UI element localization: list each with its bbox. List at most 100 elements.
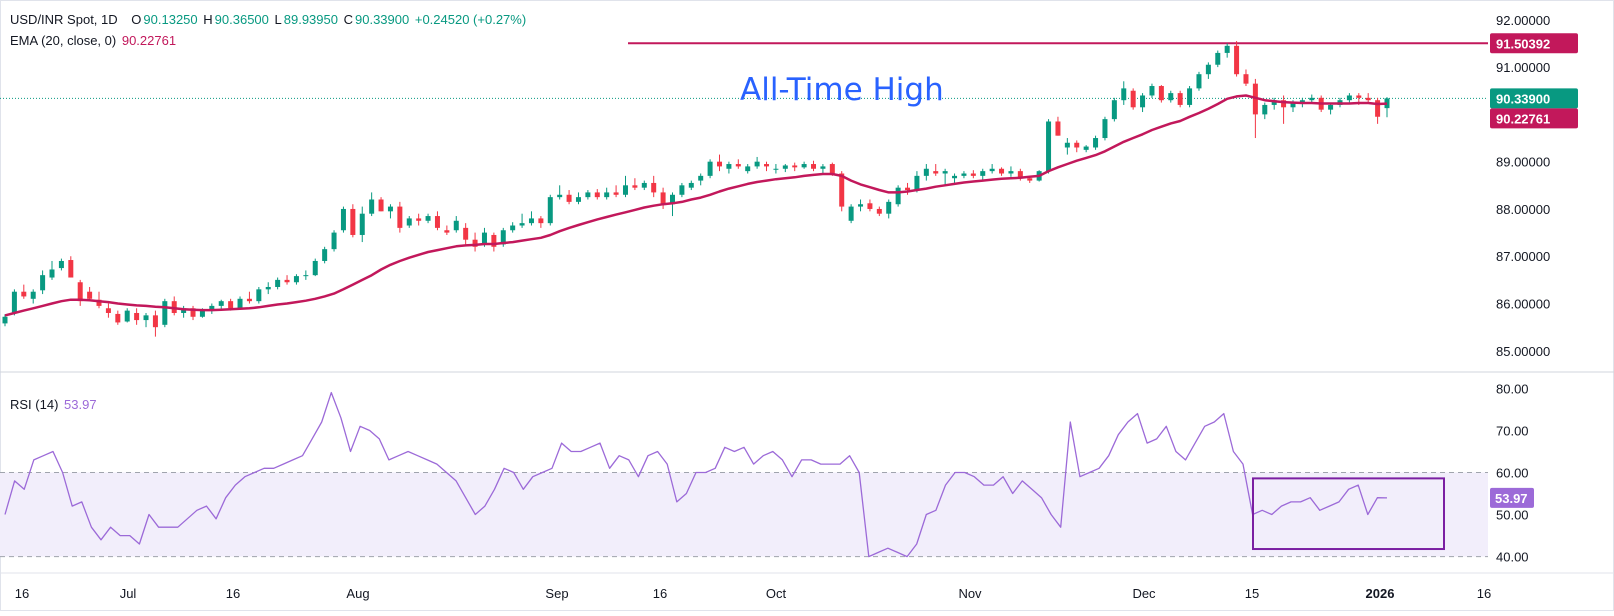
candle-body <box>256 289 262 302</box>
candle-body <box>792 165 798 168</box>
change-value: +0.24520 (+0.27%) <box>414 12 527 27</box>
candle-body <box>876 208 882 214</box>
rsi-tick-label: 50.00 <box>1496 508 1529 523</box>
candle-body <box>641 182 647 188</box>
rsi-line <box>4 391 1388 558</box>
low-label: L <box>274 12 282 27</box>
open-value: 90.13250 <box>143 12 198 27</box>
price-tick-label: 89.00000 <box>1496 155 1550 170</box>
candle-body <box>77 282 83 302</box>
candle-body <box>58 260 64 269</box>
candle-body <box>96 299 102 306</box>
time-tick-label: 2026 <box>1366 586 1395 601</box>
candle-body <box>820 166 826 169</box>
candle-body <box>237 298 243 309</box>
candle-body <box>387 206 393 212</box>
candle-body <box>999 168 1005 174</box>
candle-body <box>312 260 318 276</box>
time-tick-label: 15 <box>1245 586 1259 601</box>
time-tick-label: 16 <box>1477 586 1491 601</box>
candle-body <box>406 218 412 226</box>
candle-body <box>989 168 995 172</box>
candle-body <box>481 232 487 245</box>
time-tick-label: 16 <box>653 586 667 601</box>
candle-body <box>49 269 55 278</box>
rsi-tick-label: 40.00 <box>1496 550 1529 565</box>
candle-body <box>1027 178 1033 181</box>
candle-body <box>11 291 17 313</box>
candle-body <box>669 194 675 205</box>
candle-body <box>660 192 666 205</box>
candle-body <box>895 187 901 205</box>
candle-body <box>839 173 845 207</box>
candle-body <box>1271 100 1277 105</box>
rsi-label[interactable]: RSI (14) <box>10 397 59 412</box>
rsi-band <box>0 472 1488 557</box>
candle-body <box>463 227 469 240</box>
candle-body <box>1158 86 1164 101</box>
candle-body <box>848 206 854 221</box>
candle-body <box>350 208 356 235</box>
candle-body <box>21 291 27 297</box>
candle-body <box>500 230 506 245</box>
candle-body <box>1281 100 1287 108</box>
close-value: 90.33900 <box>355 12 410 27</box>
candle-body <box>613 192 619 195</box>
candle-body <box>566 194 572 202</box>
candle-body <box>143 315 149 321</box>
candle-body <box>905 187 911 191</box>
symbol-name[interactable]: USD/INR Spot, 1D <box>10 12 118 27</box>
candle-body <box>679 185 685 195</box>
candle-body <box>707 161 713 176</box>
candle-body <box>199 310 205 317</box>
candle-body <box>1093 138 1099 148</box>
candle-body <box>717 161 723 167</box>
candle-body <box>952 175 958 179</box>
candle-body <box>547 197 553 224</box>
candle-body <box>293 276 299 283</box>
candle-body <box>1299 100 1305 103</box>
candle-body <box>1346 95 1352 101</box>
candle-body <box>594 192 600 198</box>
candle-body <box>1008 171 1014 174</box>
candle-body <box>604 192 610 198</box>
rsi-highlight-box <box>1252 477 1445 551</box>
candle-body <box>444 230 450 233</box>
candle-body <box>275 279 281 287</box>
price-badge <box>1490 108 1578 129</box>
price-badge-text: 90.22761 <box>1496 111 1550 126</box>
candle-body <box>1243 74 1249 84</box>
candle-body <box>688 182 694 188</box>
candle-body <box>68 260 74 278</box>
candle-body <box>764 164 770 167</box>
candle-body <box>491 234 497 247</box>
time-tick-label: Sep <box>545 586 568 601</box>
candle-body <box>331 232 337 250</box>
low-value: 89.93950 <box>283 12 338 27</box>
open-label: O <box>131 12 142 27</box>
candle-body <box>359 213 365 235</box>
candle-body <box>811 164 817 169</box>
candle-body <box>961 173 967 176</box>
candle-body <box>782 165 788 169</box>
all-time-high-annotation[interactable]: All-Time High <box>740 72 944 108</box>
candle-body <box>397 206 403 228</box>
ema-label[interactable]: EMA (20, close, 0) <box>10 33 117 48</box>
rsi-badge-text: 53.97 <box>1495 491 1528 506</box>
candle-body <box>1046 121 1052 172</box>
rsi-legend: RSI (14) 53.97 <box>10 397 99 412</box>
time-tick-label: Oct <box>766 586 787 601</box>
price-tick-label: 86.00000 <box>1496 297 1550 312</box>
rsi-value: 53.97 <box>64 397 97 412</box>
candle-body <box>228 301 234 309</box>
candle-body <box>30 291 36 299</box>
price-tick-label: 87.00000 <box>1496 249 1550 264</box>
candle-body <box>1149 86 1155 96</box>
candle-body <box>1196 74 1202 89</box>
candle-body <box>858 204 864 207</box>
price-badge-text: 90.33900 <box>1496 91 1550 106</box>
candle-body <box>124 310 130 322</box>
candle-body <box>923 168 929 176</box>
price-tick-label: 92.00000 <box>1496 13 1550 28</box>
